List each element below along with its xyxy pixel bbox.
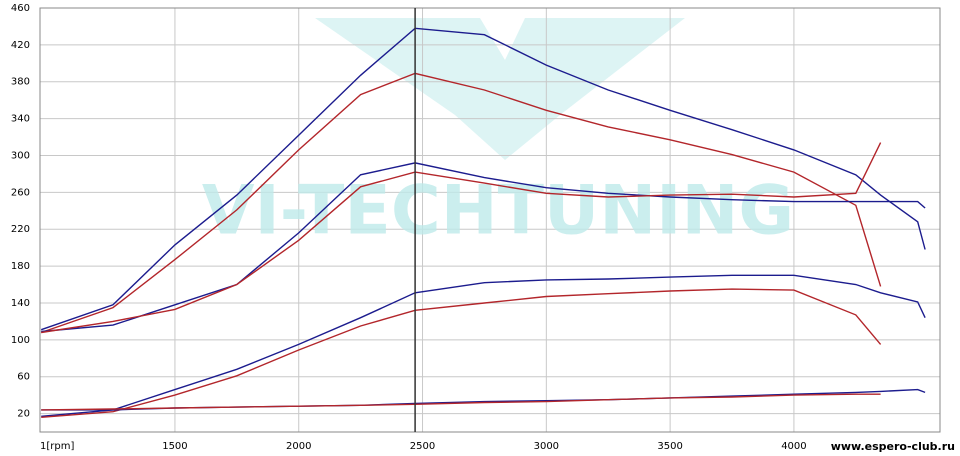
series-line — [41, 162, 926, 333]
y-tick-label: 220 — [11, 224, 30, 235]
series-line — [41, 142, 882, 334]
x-tick-label: 1[rpm] — [40, 441, 74, 452]
y-tick-label: 20 — [17, 409, 30, 420]
y-tick-label: 140 — [11, 298, 30, 309]
y-tick-label: 460 — [11, 3, 30, 14]
y-tick-label: 420 — [11, 40, 30, 51]
series-line — [41, 288, 882, 418]
series-line — [40, 27, 926, 331]
series-line — [40, 72, 882, 334]
plot-frame — [39, 7, 941, 433]
y-tick-label: 100 — [11, 335, 30, 346]
y-tick-label: 180 — [11, 261, 30, 272]
x-tick-label: 3500 — [657, 441, 682, 452]
y-tick-label: 380 — [11, 77, 30, 88]
y-tick-label: 60 — [17, 372, 30, 383]
series-line — [41, 274, 926, 417]
y-tick-label: 300 — [11, 150, 30, 161]
x-tick-label: 2500 — [410, 441, 435, 452]
x-tick-label: 3000 — [534, 441, 559, 452]
x-tick-label: 1500 — [162, 441, 187, 452]
y-tick-label: 260 — [11, 187, 30, 198]
credit: www.espero-club.ru — [831, 440, 955, 453]
x-tick-label: 2000 — [286, 441, 311, 452]
y-tick-label: 340 — [11, 114, 30, 125]
watermark-logo — [315, 18, 685, 160]
series-line — [41, 393, 881, 411]
x-tick-label: 4000 — [781, 441, 806, 452]
